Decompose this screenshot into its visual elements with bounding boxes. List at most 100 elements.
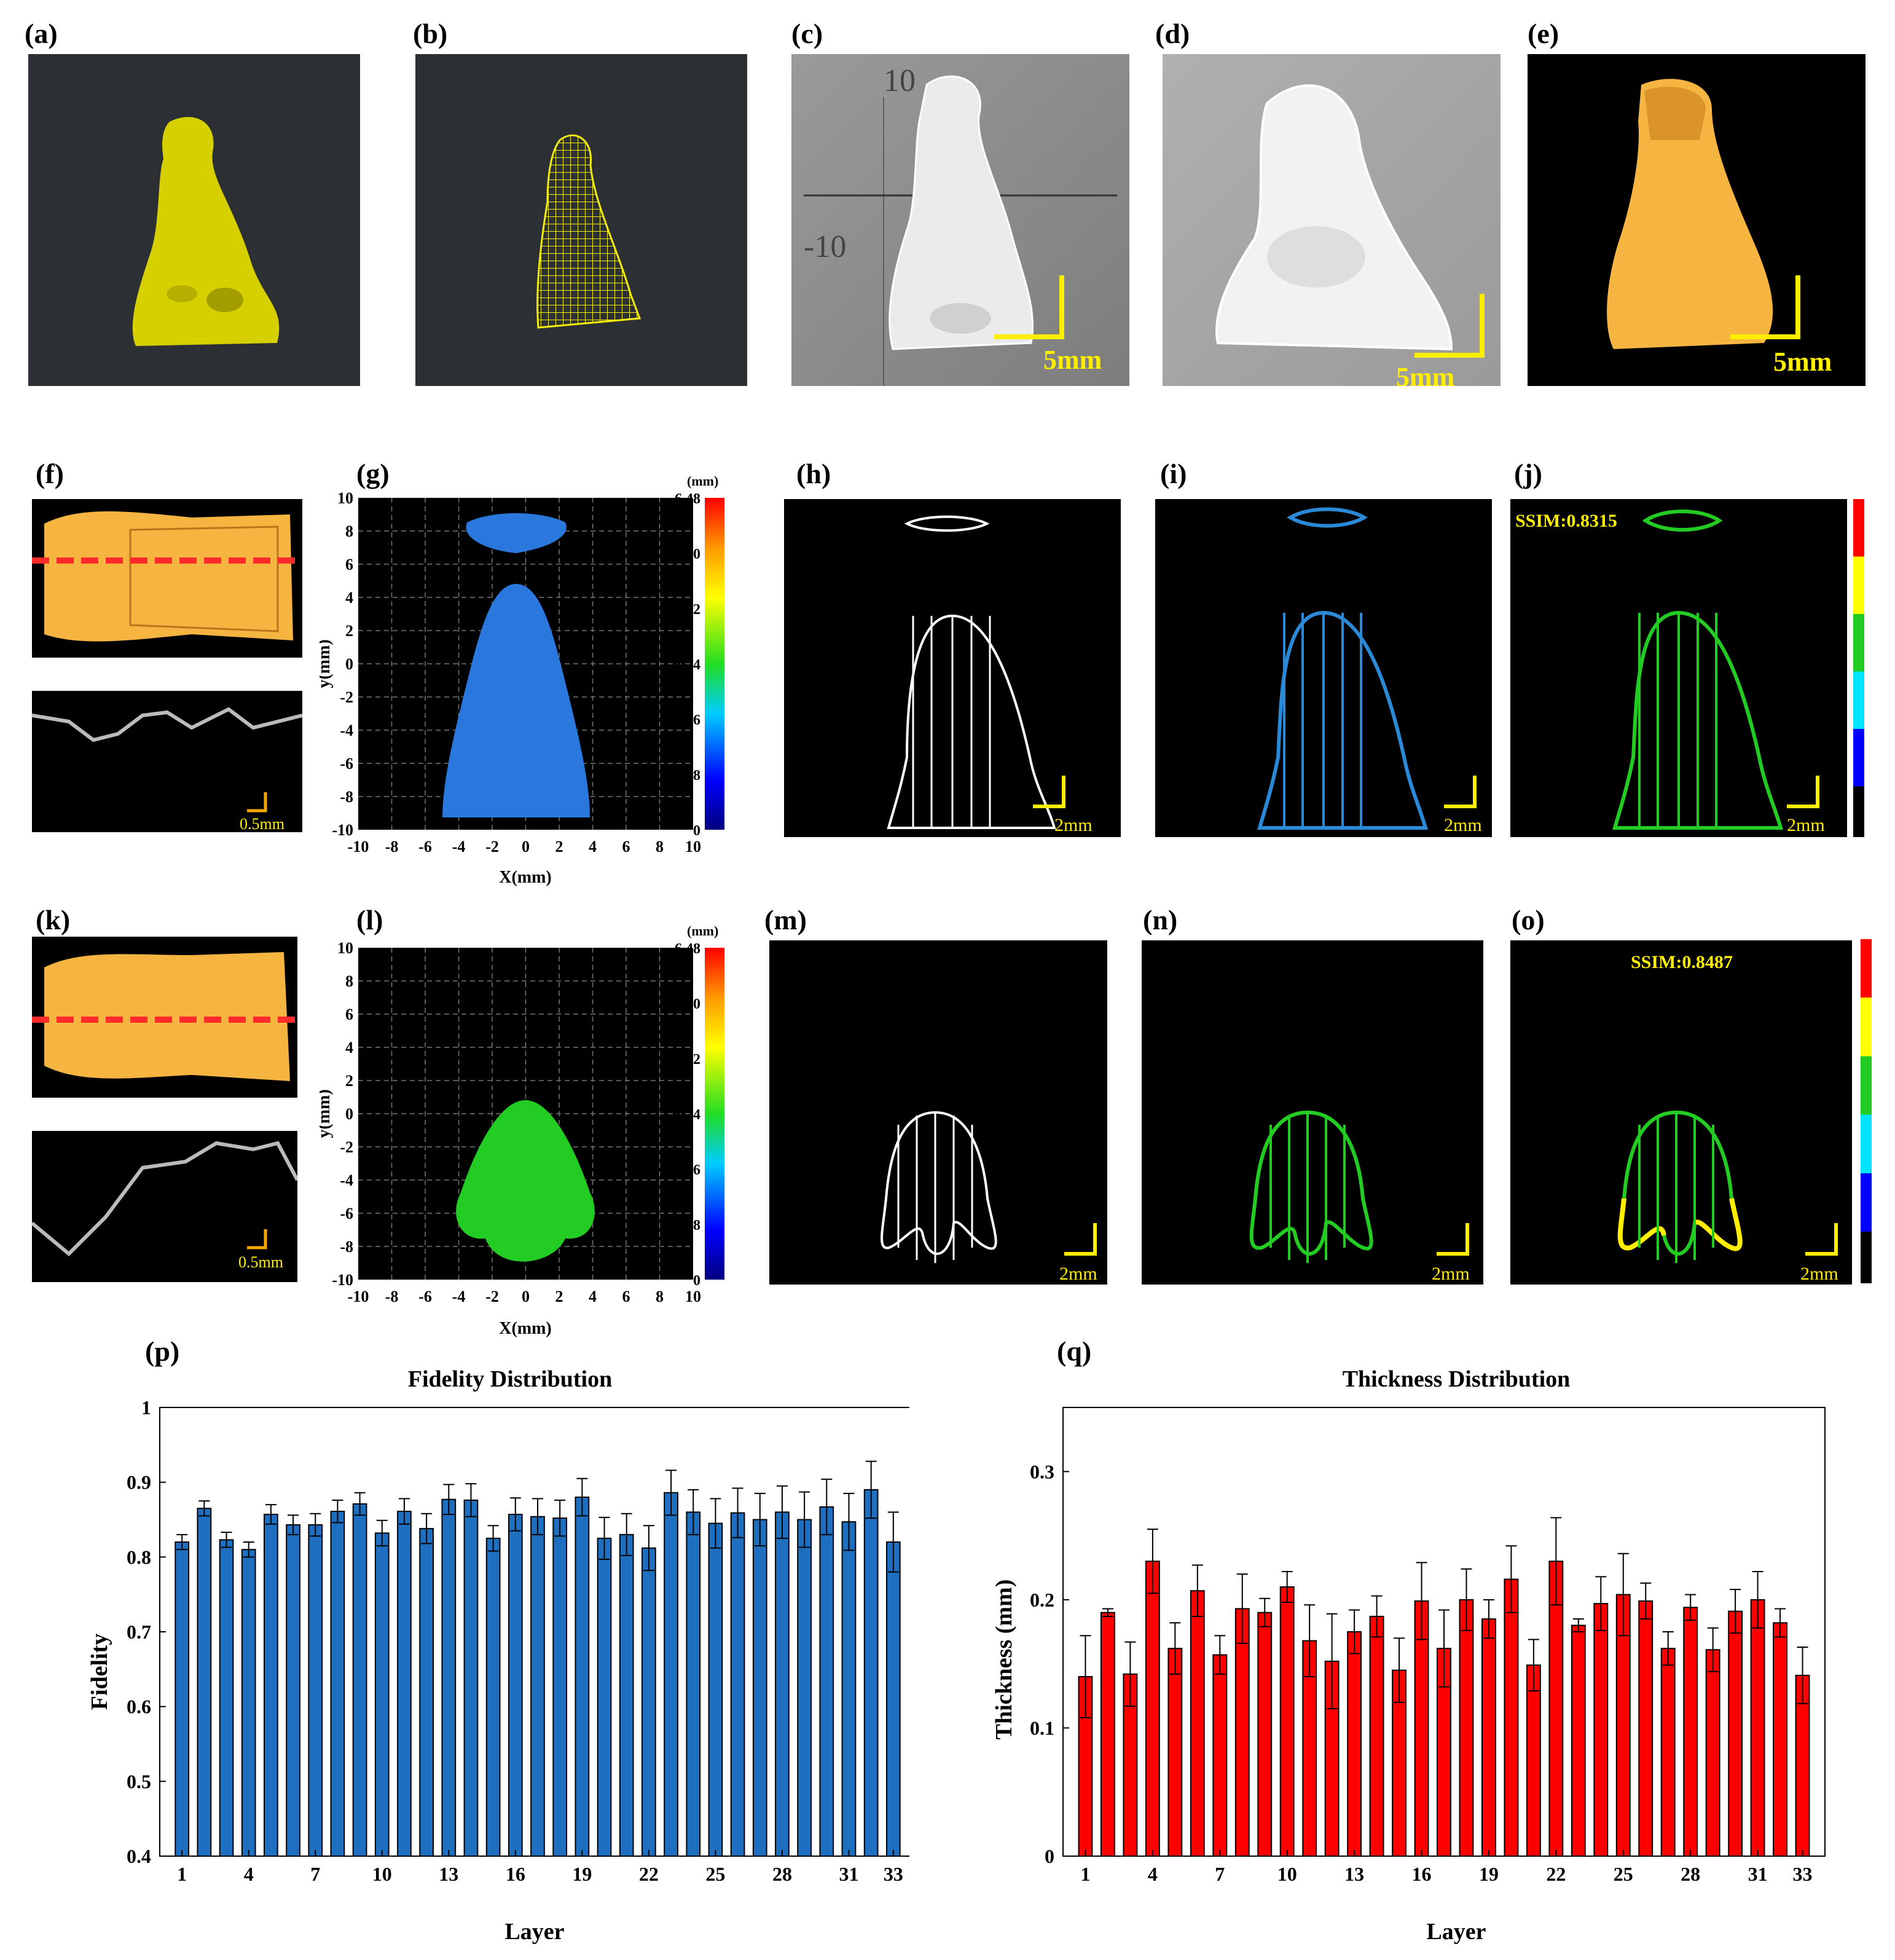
y-tick-label: 8 [345,972,353,990]
bar-layer-33 [885,1541,901,1857]
bar-layer-9 [352,1503,367,1857]
lattice-design-m: 2mm [769,940,1107,1285]
y-tick-label: 0 [345,655,353,673]
scale-label-n: 2mm [1432,1264,1470,1284]
y-tick-label: -4 [340,1171,353,1189]
colorbar-tick-label: 2.16 [675,712,700,728]
x-tick-label: -8 [385,1288,399,1305]
bar-layer-22 [1548,1561,1564,1857]
chart-title-q: Thickness Distribution [1343,1366,1571,1392]
nose-mesh-image [536,134,641,329]
heatmap-xlabel-l: X(mm) [499,1319,552,1338]
bar-layer-21 [619,1533,634,1857]
x-tick-label: 7 [1215,1863,1225,1885]
x-tick-label: 22 [1546,1863,1566,1885]
ssim-colorbar-j [1853,499,1864,837]
printed-nose-photo-top: 10 -10 5mm [791,54,1129,386]
x-tick-label: -2 [485,838,499,856]
panel-label-e: (e) [1528,18,1560,49]
ssim-value-j: SSIM:0.8315 [1515,511,1617,531]
y-tick-label: 10 [337,489,353,507]
colorbar-tick-label: 3.24 [675,1107,700,1123]
bar-layer-10 [1279,1586,1295,1857]
x-tick-label: 0 [522,838,530,856]
x-tick-label: 33 [1793,1863,1813,1885]
x-tick-label: 6 [622,838,630,856]
x-tick-label: -2 [485,1288,499,1305]
x-tick-label: 31 [839,1863,858,1885]
chart-title-p: Fidelity Distribution [408,1366,613,1392]
ruler-left-minus10: -10 [804,229,846,264]
y-tick-label: 2 [345,622,353,640]
bar-layer-8 [330,1511,345,1857]
colorbar-tick-label: 0 [693,1273,700,1289]
bar-layer-4 [241,1549,256,1857]
x-tick-label: 1 [1080,1863,1090,1885]
y-tick-label: 0.9 [127,1471,151,1494]
colorbar-tick-label: 6.48 [675,491,700,507]
y-tick-label: 0 [345,1105,353,1123]
x-tick-label: -4 [452,838,466,856]
x-tick-label: 0 [522,1288,530,1305]
bar-layer-19 [575,1497,590,1857]
ssim-colorbar-o [1861,939,1872,1283]
y-tick-label: 0.5 [127,1770,151,1792]
y-tick-label: 0.7 [127,1621,151,1643]
panel-label-p: (p) [145,1336,180,1367]
bar-layer-26 [730,1512,745,1857]
panel-label-m: (m) [764,904,807,935]
chart-ylabel-p: Fidelity [87,1634,112,1710]
panel-label-o: (o) [1512,904,1545,935]
scale-label-k: 0.5mm [238,1253,283,1271]
y-tick-label: 8 [345,522,353,540]
oct-bscan-k: 0.5mm [31,1131,299,1282]
bar-layer-23 [1571,1624,1586,1857]
bar-layer-19 [1481,1618,1496,1857]
x-tick-label: 10 [685,838,701,856]
y-tick-label: -10 [332,821,353,839]
scale-label-f: 0.5mm [240,815,284,832]
bar-layer-20 [1504,1578,1519,1857]
oct-reconstruction-panel: 5mm [1528,54,1866,386]
y-tick-label: -4 [340,722,353,739]
bar-layer-5 [1167,1648,1183,1857]
y-tick-label: -2 [340,688,353,706]
fidelity-bar-chart: Fidelity Distribution Layer Fidelity 0.4… [87,1366,909,1945]
x-tick-label: -10 [348,1288,369,1305]
bar-layer-27 [752,1519,767,1857]
colorbar-tick-label: 5.40 [675,996,700,1012]
thickness-heatmap-g: (mm) 6.48 5.40 4.32 3.24 2.16 1.08 0 -10 -8 -6 -4… [320,473,724,887]
layer-topview-k-image [32,952,297,1081]
panel-label-a: (a) [25,18,58,49]
panel-label-i: (i) [1160,458,1187,489]
panel-label-c: (c) [791,18,823,49]
printed-nose-photo-angle: 5mm [1163,54,1501,392]
panel-label-f: (f) [36,458,64,489]
colorbar-tick-label: 1.08 [675,768,700,784]
colorbar-tick-label: 3.24 [675,657,700,673]
colorbar-unit-g: (mm) [687,473,718,489]
bar-layer-16 [508,1513,523,1857]
y-tick-label: 0.4 [127,1845,151,1867]
nose-model-mesh-panel [415,54,747,386]
y-tick-label: -2 [340,1138,353,1156]
bar-layer-32 [1773,1622,1788,1857]
layer-topview-f [32,499,302,658]
bar-layer-20 [597,1537,612,1857]
bar-layer-7 [1212,1654,1228,1857]
x-tick-label: 10 [685,1288,701,1305]
x-tick-label: 19 [572,1863,592,1885]
colorbar-tick-label: 5.40 [675,546,700,562]
bar-layer-30 [1728,1610,1743,1857]
colorbar-tick-label: 2.16 [675,1162,700,1178]
scale-label-h: 2mm [1054,815,1093,835]
nose-thickness-blob-g [442,513,590,817]
x-tick-label: 6 [622,1288,630,1305]
bar-layer-26 [1638,1600,1654,1857]
panel-label-l: (l) [356,904,383,935]
lattice-design-m-image: 2mm [881,1111,1097,1284]
y-tick-label: 0.2 [1030,1589,1054,1611]
x-tick-label: 4 [244,1863,254,1885]
bar-layer-2 [1101,1612,1115,1857]
panel-label-b: (b) [413,18,448,49]
